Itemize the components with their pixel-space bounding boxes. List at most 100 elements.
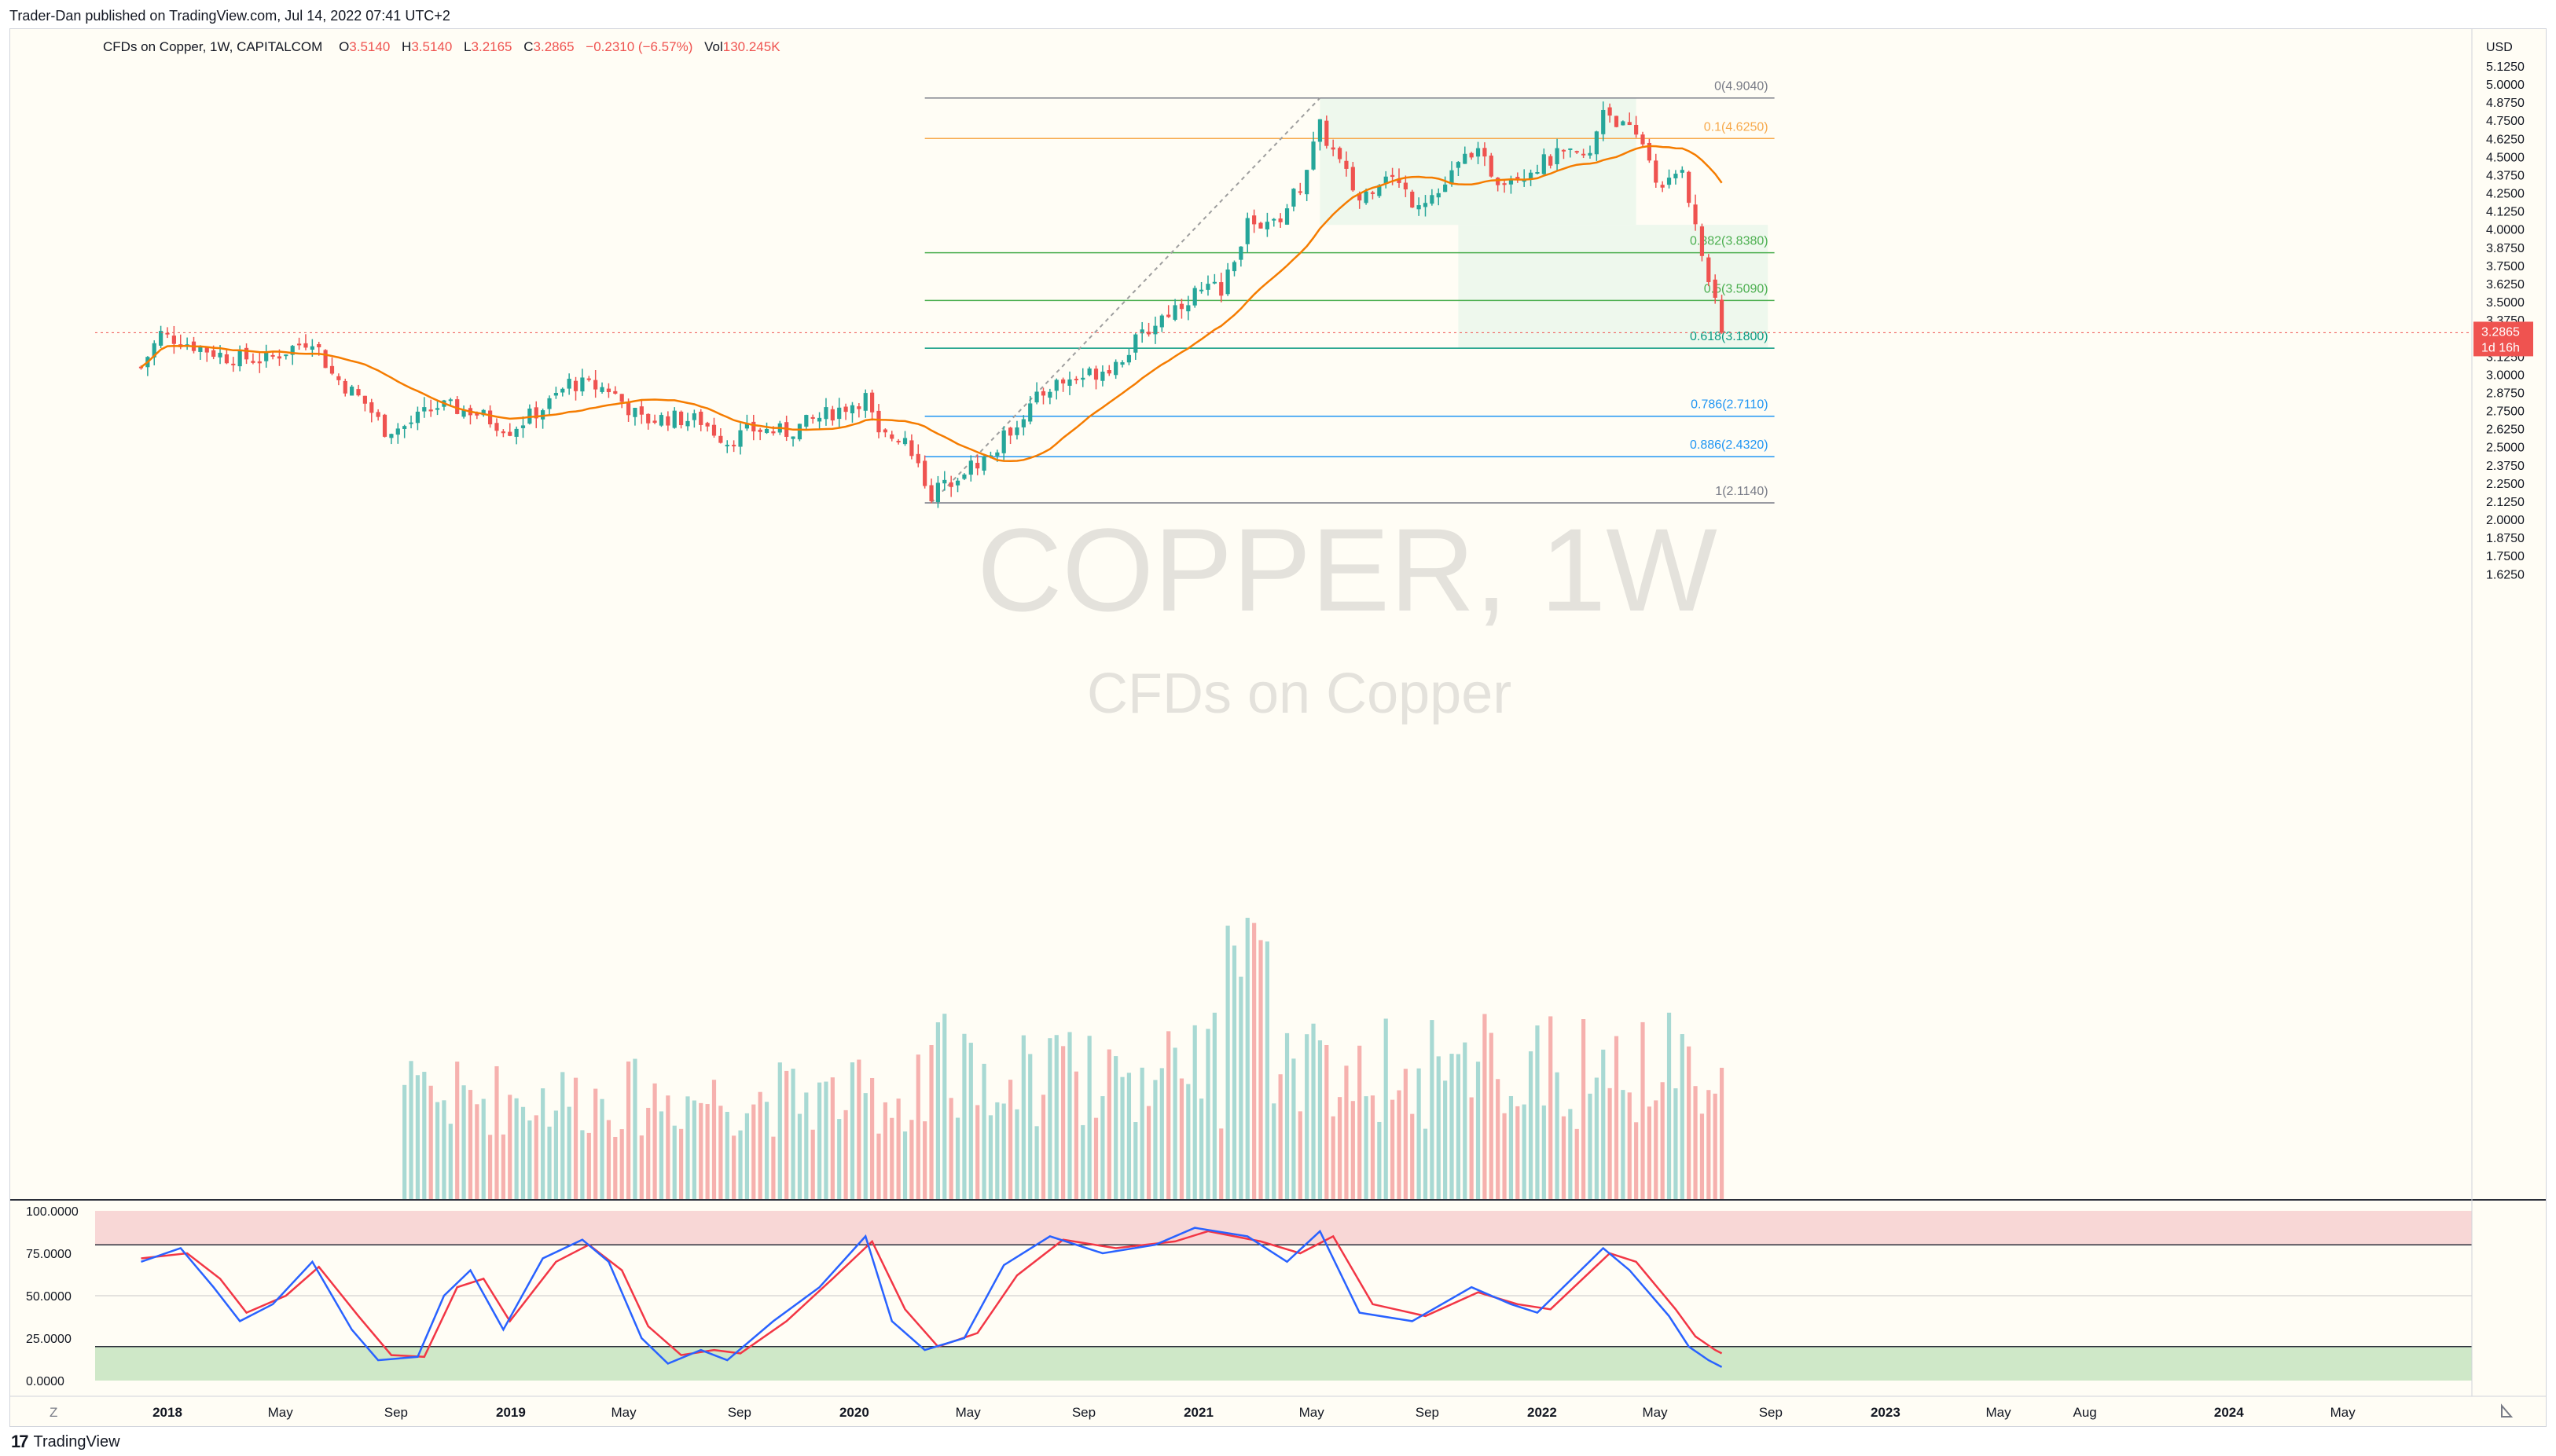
candle bbox=[1324, 116, 1329, 149]
ohlc-legend: CFDs on Copper, 1W, CAPITALCOM O3.5140 H… bbox=[103, 39, 780, 54]
time-tick: 2022 bbox=[1527, 1405, 1557, 1420]
tradingview-logo-icon[interactable]: 17 bbox=[11, 1432, 29, 1451]
volume-bar bbox=[1666, 1012, 1672, 1200]
volume-bar bbox=[1153, 1080, 1158, 1200]
fibonacci-retracement[interactable]: 0(4.9040) 0.1(4.6250) 0.382(3.8380) 0.5(3.5… bbox=[924, 80, 1775, 504]
rsi-axis[interactable]: 100.0000 75.0000 50.0000 25.0000 0.0000 bbox=[26, 1205, 79, 1388]
time-axis[interactable]: 2018 May Sep 2019 May Sep 2020 May Sep 2021 May Sep… bbox=[152, 1405, 2356, 1420]
volume-bar bbox=[1687, 1046, 1691, 1200]
price-tick: 3.8750 bbox=[2486, 242, 2525, 255]
candle bbox=[553, 387, 558, 399]
candle bbox=[270, 351, 275, 360]
candle bbox=[1390, 167, 1395, 185]
volume-label: Vol bbox=[704, 39, 723, 54]
candle bbox=[382, 413, 387, 438]
volume-bar bbox=[699, 1102, 703, 1200]
volume-bar bbox=[1317, 1040, 1323, 1200]
volume-bar bbox=[923, 1121, 927, 1200]
volume-bar bbox=[751, 1104, 756, 1200]
candle bbox=[1627, 112, 1632, 126]
volume-bar bbox=[1416, 1068, 1421, 1200]
candle bbox=[982, 453, 986, 475]
time-tick: May bbox=[268, 1405, 294, 1420]
price-pane[interactable] bbox=[95, 29, 2472, 1200]
rsi-d-line bbox=[141, 1230, 1723, 1359]
volume-bar bbox=[626, 1061, 631, 1200]
price-tick: 5.1250 bbox=[2486, 61, 2525, 74]
candle bbox=[962, 473, 967, 481]
volume-bar bbox=[1206, 1029, 1210, 1200]
volume-bar bbox=[1305, 1034, 1309, 1200]
candle bbox=[350, 384, 354, 396]
candle bbox=[323, 349, 328, 369]
candle bbox=[1456, 161, 1460, 176]
settings-icon[interactable] bbox=[2501, 1403, 2514, 1417]
candle bbox=[508, 423, 512, 437]
candle bbox=[1515, 172, 1520, 183]
price-tick: 4.2500 bbox=[2486, 188, 2525, 201]
volume-bar bbox=[652, 1083, 657, 1200]
volume-bar bbox=[1166, 1031, 1171, 1200]
stoch-rsi-pane[interactable] bbox=[95, 1211, 2472, 1381]
candle bbox=[1133, 333, 1138, 360]
volume-bar bbox=[935, 1022, 941, 1200]
fib-label-6: 0.886(2.4320) bbox=[1690, 438, 1768, 452]
volume-bar bbox=[606, 1120, 611, 1200]
symbol-label: CFDs on Copper, 1W, CAPITALCOM bbox=[103, 39, 322, 54]
candle bbox=[1423, 195, 1428, 217]
volume-bar bbox=[876, 1133, 881, 1200]
candle bbox=[817, 412, 822, 429]
price-tick: 1.7500 bbox=[2486, 550, 2525, 563]
candle bbox=[1239, 246, 1243, 267]
volume-bar bbox=[692, 1100, 696, 1200]
candle bbox=[224, 350, 230, 365]
footer-brand[interactable]: TradingView bbox=[33, 1432, 120, 1450]
candle bbox=[1061, 377, 1066, 392]
candle bbox=[1713, 274, 1717, 304]
volume-bar bbox=[1482, 1014, 1487, 1200]
candle bbox=[890, 431, 894, 442]
candle bbox=[1443, 176, 1448, 193]
candle bbox=[356, 384, 361, 397]
candle bbox=[1001, 426, 1006, 460]
price-axis[interactable]: 5.1250 5.0000 4.8750 4.7500 4.6250 4.5000 4.37… bbox=[2486, 61, 2525, 581]
volume-bar bbox=[810, 1129, 815, 1200]
volume-bar bbox=[837, 1119, 842, 1200]
volume-bar bbox=[1087, 1036, 1092, 1200]
candle bbox=[824, 398, 828, 426]
price-tick: 2.5000 bbox=[2486, 442, 2525, 455]
volume-bar bbox=[1015, 1109, 1019, 1200]
volume-bar bbox=[639, 1135, 644, 1200]
volume-bar bbox=[870, 1077, 875, 1200]
volume-bar bbox=[705, 1104, 710, 1200]
open-label: O bbox=[339, 39, 349, 54]
volume-bar bbox=[1548, 1016, 1553, 1200]
close-label: C bbox=[523, 39, 533, 54]
candle bbox=[290, 344, 295, 365]
volume-bar bbox=[1054, 1035, 1059, 1200]
volume-bars bbox=[402, 918, 1724, 1200]
time-tick: May bbox=[2330, 1405, 2356, 1420]
candle bbox=[1436, 188, 1441, 206]
candle bbox=[764, 422, 769, 435]
price-tick: 2.3750 bbox=[2486, 460, 2525, 473]
volume-bar bbox=[1555, 1072, 1559, 1200]
volume-bar bbox=[804, 1092, 809, 1200]
candle bbox=[1548, 154, 1553, 169]
volume-bar bbox=[962, 1033, 967, 1200]
high-label: H bbox=[402, 39, 411, 54]
candle bbox=[1666, 169, 1672, 189]
candle bbox=[857, 403, 861, 418]
candle bbox=[975, 454, 980, 475]
volume-bar bbox=[1114, 1056, 1118, 1200]
candle bbox=[1594, 130, 1599, 161]
candle bbox=[1614, 116, 1619, 128]
rsi-k-line bbox=[141, 1227, 1723, 1368]
candle bbox=[896, 438, 901, 445]
chart-svg[interactable]: COPPER, 1W CFDs on Copper 0(4.9040) 0.1(4… bbox=[10, 29, 2546, 1426]
time-axis-zoom-icon[interactable]: Z bbox=[50, 1405, 57, 1420]
candle bbox=[204, 347, 209, 362]
candle bbox=[435, 400, 440, 416]
volume-bar bbox=[1225, 926, 1230, 1200]
candle bbox=[1120, 360, 1125, 368]
